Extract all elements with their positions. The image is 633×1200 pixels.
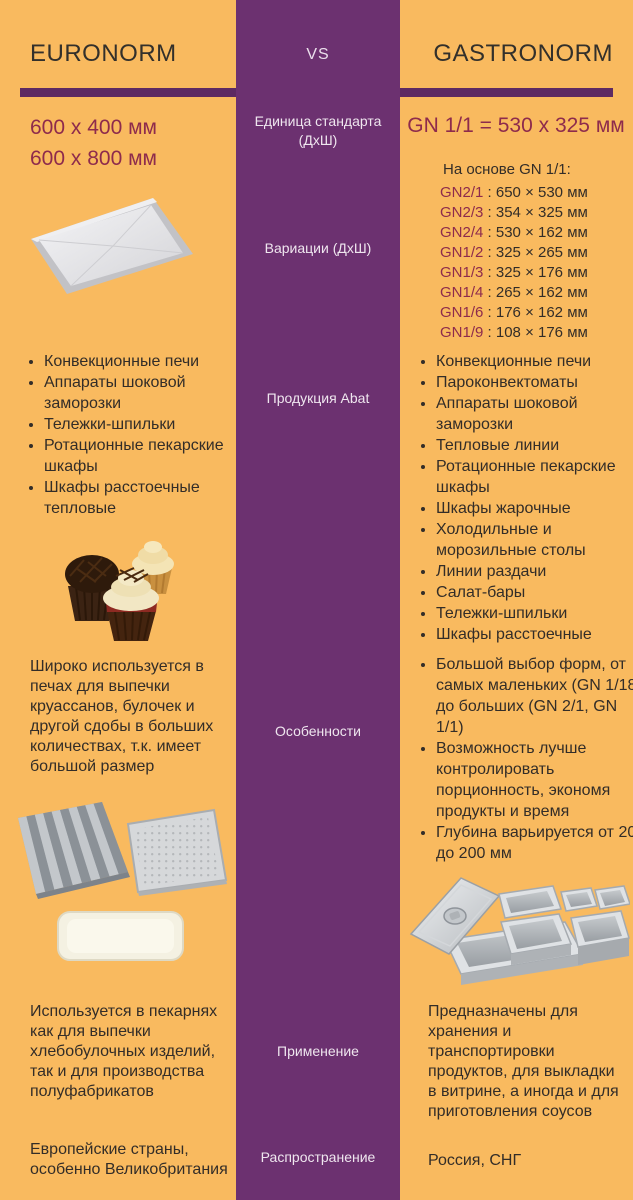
list-item: Салат-бары bbox=[436, 582, 633, 603]
gn-separator: : bbox=[483, 304, 496, 321]
gn-variation-row: GN2/4 : 530 × 162 мм bbox=[440, 223, 588, 243]
gn-separator: : bbox=[483, 204, 496, 221]
bakery-trays-image bbox=[18, 802, 228, 961]
list-item: Ротационные пекарские шкафы bbox=[44, 435, 247, 477]
criterion-abat-products: Продукция Abat bbox=[266, 390, 370, 406]
gn-size: 650 × 530 мм bbox=[495, 184, 588, 201]
gn-size: 265 × 162 мм bbox=[495, 284, 588, 301]
gn-variation-row: GN1/9 : 108 × 176 мм bbox=[440, 323, 588, 343]
criterion-features: Особенности bbox=[275, 723, 361, 739]
list-item: Конвекционные печи bbox=[436, 351, 633, 372]
gn-code: GN1/6 bbox=[440, 304, 484, 321]
gn-variation-row: GN1/2 : 325 × 265 мм bbox=[440, 243, 588, 263]
gn-code: GN2/1 bbox=[440, 184, 484, 201]
gn-variation-row: GN2/3 : 354 × 325 мм bbox=[440, 203, 588, 223]
list-item: Аппараты шоковой заморозки bbox=[44, 372, 247, 414]
euronorm-features-text: Широко используется в печах для выпечки … bbox=[30, 658, 214, 775]
gastronorm-products-list: Конвекционные печи Пароконвектоматы Аппа… bbox=[414, 351, 633, 645]
gastronorm-base-size: GN 1/1 = 530 x 325 мм bbox=[407, 114, 625, 137]
criterion-distribution: Распространение bbox=[260, 1149, 376, 1165]
gn-variations-intro: На основе GN 1/1: bbox=[443, 161, 571, 178]
gn-size: 530 × 162 мм bbox=[495, 224, 588, 241]
gn-separator: : bbox=[483, 224, 496, 241]
list-item: Конвекционные печи bbox=[44, 351, 247, 372]
gn-separator: : bbox=[483, 244, 496, 261]
gn-code: GN1/2 bbox=[440, 244, 484, 261]
euronorm-distribution-text: Европейские страны, особенно Великобрита… bbox=[30, 1141, 228, 1178]
list-item: Шкафы расстоечные тепловые bbox=[44, 477, 247, 519]
list-item: Глубина варьируется от 20 до 200 мм bbox=[436, 822, 633, 864]
gastronorm-distribution-text: Россия, СНГ bbox=[428, 1152, 522, 1169]
baking-sheet-image bbox=[31, 198, 193, 294]
gn-code: GN1/4 bbox=[440, 284, 484, 301]
euronorm-size-2: 600 x 800 мм bbox=[30, 147, 157, 170]
gastronorm-application-text: Предназначены для хранения и транспортир… bbox=[428, 1003, 619, 1120]
cupcakes-image bbox=[65, 541, 174, 641]
criterion-application: Применение bbox=[277, 1043, 359, 1059]
center-column-background bbox=[236, 0, 400, 1200]
gn-variation-row: GN1/3 : 325 × 176 мм bbox=[440, 263, 588, 283]
gn-size: 108 × 176 мм bbox=[495, 324, 588, 341]
gn-code: GN1/3 bbox=[440, 264, 484, 281]
list-item: Возможность лучше контролировать порцион… bbox=[436, 738, 633, 822]
gn-code: GN2/4 bbox=[440, 224, 484, 241]
gn-variation-row: GN1/4 : 265 × 162 мм bbox=[440, 283, 588, 303]
gn-variation-row: GN2/1 : 650 × 530 мм bbox=[440, 183, 588, 203]
gn-separator: : bbox=[483, 184, 496, 201]
gn-separator: : bbox=[483, 324, 496, 341]
euronorm-size-1: 600 x 400 мм bbox=[30, 116, 157, 139]
criterion-standard-unit-line2: (ДхШ) bbox=[298, 132, 338, 148]
euronorm-title: EURONORM bbox=[30, 40, 177, 67]
criterion-variations: Вариации (ДхШ) bbox=[264, 240, 372, 256]
criterion-standard-unit-line1: Единица стандарта bbox=[254, 113, 382, 129]
gn-variation-row: GN1/6 : 176 × 162 мм bbox=[440, 303, 588, 323]
gn-size: 176 × 162 мм bbox=[495, 304, 588, 321]
list-item: Шкафы жарочные bbox=[436, 498, 633, 519]
gn-size: 354 × 325 мм bbox=[495, 204, 588, 221]
list-item: Шкафы расстоечные bbox=[436, 624, 633, 645]
list-item: Линии раздачи bbox=[436, 561, 633, 582]
gastronorm-title: GASTRONORM bbox=[433, 40, 613, 67]
gn-code: GN1/9 bbox=[440, 324, 484, 341]
list-item: Тележки-шпильки bbox=[44, 414, 247, 435]
list-item: Тележки-шпильки bbox=[436, 603, 633, 624]
list-item: Холодильные и морозильные столы bbox=[436, 519, 633, 561]
gn-size: 325 × 176 мм bbox=[495, 264, 588, 281]
vs-label: VS bbox=[306, 46, 330, 63]
euronorm-products-list: Конвекционные печи Аппараты шоковой замо… bbox=[22, 351, 247, 519]
euronorm-sizes: 600 x 400 мм 600 x 800 мм bbox=[30, 112, 157, 174]
gn-separator: : bbox=[483, 264, 496, 281]
gn-containers-image bbox=[409, 877, 630, 985]
left-divider-line bbox=[20, 88, 236, 97]
gn-size: 325 × 265 мм bbox=[495, 244, 588, 261]
right-divider-line bbox=[400, 88, 613, 97]
gastronorm-features-list: Большой выбор форм, от самых маленьких (… bbox=[414, 654, 633, 864]
list-item: Ротационные пекарские шкафы bbox=[436, 456, 633, 498]
criterion-standard-unit: Единица стандарта (ДхШ) bbox=[236, 112, 400, 150]
list-item: Большой выбор форм, от самых маленьких (… bbox=[436, 654, 633, 738]
list-item: Пароконвектоматы bbox=[436, 372, 633, 393]
gn-separator: : bbox=[483, 284, 496, 301]
list-item: Тепловые линии bbox=[436, 435, 633, 456]
list-item: Аппараты шоковой заморозки bbox=[436, 393, 633, 435]
euronorm-application-text: Используется в пекарнях как для выпечки … bbox=[30, 1003, 218, 1100]
gn-code: GN2/3 bbox=[440, 204, 484, 221]
gn-variations-list: GN2/1 : 650 × 530 мм GN2/3 : 354 × 325 м… bbox=[440, 183, 588, 343]
